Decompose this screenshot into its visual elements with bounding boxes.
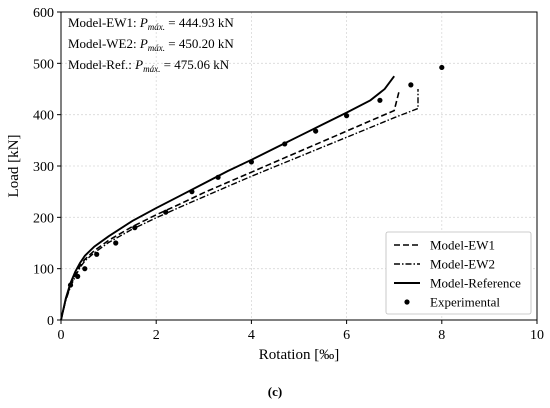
y-tick-label: 400 <box>33 109 54 124</box>
y-tick-label: 0 <box>47 314 54 329</box>
x-tick-label: 8 <box>438 328 445 343</box>
x-tick-label: 10 <box>530 328 544 343</box>
y-tick-label: 100 <box>33 263 54 278</box>
data-point <box>75 273 81 279</box>
y-tick-label: 500 <box>33 57 54 72</box>
data-point <box>67 282 74 288</box>
y-tick-label: 200 <box>33 211 54 226</box>
x-axis-label: Rotation [‰] <box>259 347 339 363</box>
data-point <box>163 209 169 215</box>
series-line-model-ew2 <box>60 89 419 321</box>
legend-label: Model-EW1 <box>430 238 495 253</box>
legend-marker <box>404 299 410 305</box>
x-tick-label: 4 <box>248 328 255 343</box>
legend-box <box>385 231 532 315</box>
data-point <box>215 174 221 180</box>
annotation-line: Model-WE2: Pmáx. = 450.20 kN <box>68 36 234 53</box>
data-point <box>282 141 288 147</box>
data-point <box>248 159 254 165</box>
x-tick-label: 2 <box>153 328 160 343</box>
data-point <box>82 266 88 272</box>
series-line-model-reference <box>60 75 395 321</box>
panel-label: (c) <box>268 384 282 399</box>
data-point <box>132 225 138 231</box>
x-tick-label: 6 <box>343 328 350 343</box>
annotation-line: Model-EW1: Pmáx. = 444.93 kN <box>68 15 234 32</box>
legend-label: Model-EW2 <box>430 257 495 272</box>
data-point <box>344 113 350 119</box>
legend: Model-EW1 Model-EW2 Model-Reference Experim… <box>385 231 532 315</box>
data-point <box>439 64 445 71</box>
legend-label: Experimental <box>430 295 500 310</box>
data-point <box>313 128 319 134</box>
annotation-line: Model-Ref.: Pmáx. = 475.06 kN <box>68 57 230 74</box>
series-line-model-ew1 <box>60 91 400 321</box>
series-experimental <box>67 64 445 288</box>
data-point <box>189 189 195 195</box>
y-tick-label: 300 <box>33 160 54 175</box>
x-tick-label: 0 <box>58 328 65 343</box>
data-point <box>94 251 100 257</box>
y-axis-label: Load [kN] <box>6 135 22 198</box>
legend-label: Model-Reference <box>430 276 521 291</box>
y-tick-label: 600 <box>33 6 54 21</box>
data-point <box>113 240 119 246</box>
data-point <box>408 82 414 88</box>
data-point <box>377 97 383 103</box>
annotations: Model-EW1: Pmáx. = 444.93 kN Model-WE2: P… <box>68 15 234 74</box>
